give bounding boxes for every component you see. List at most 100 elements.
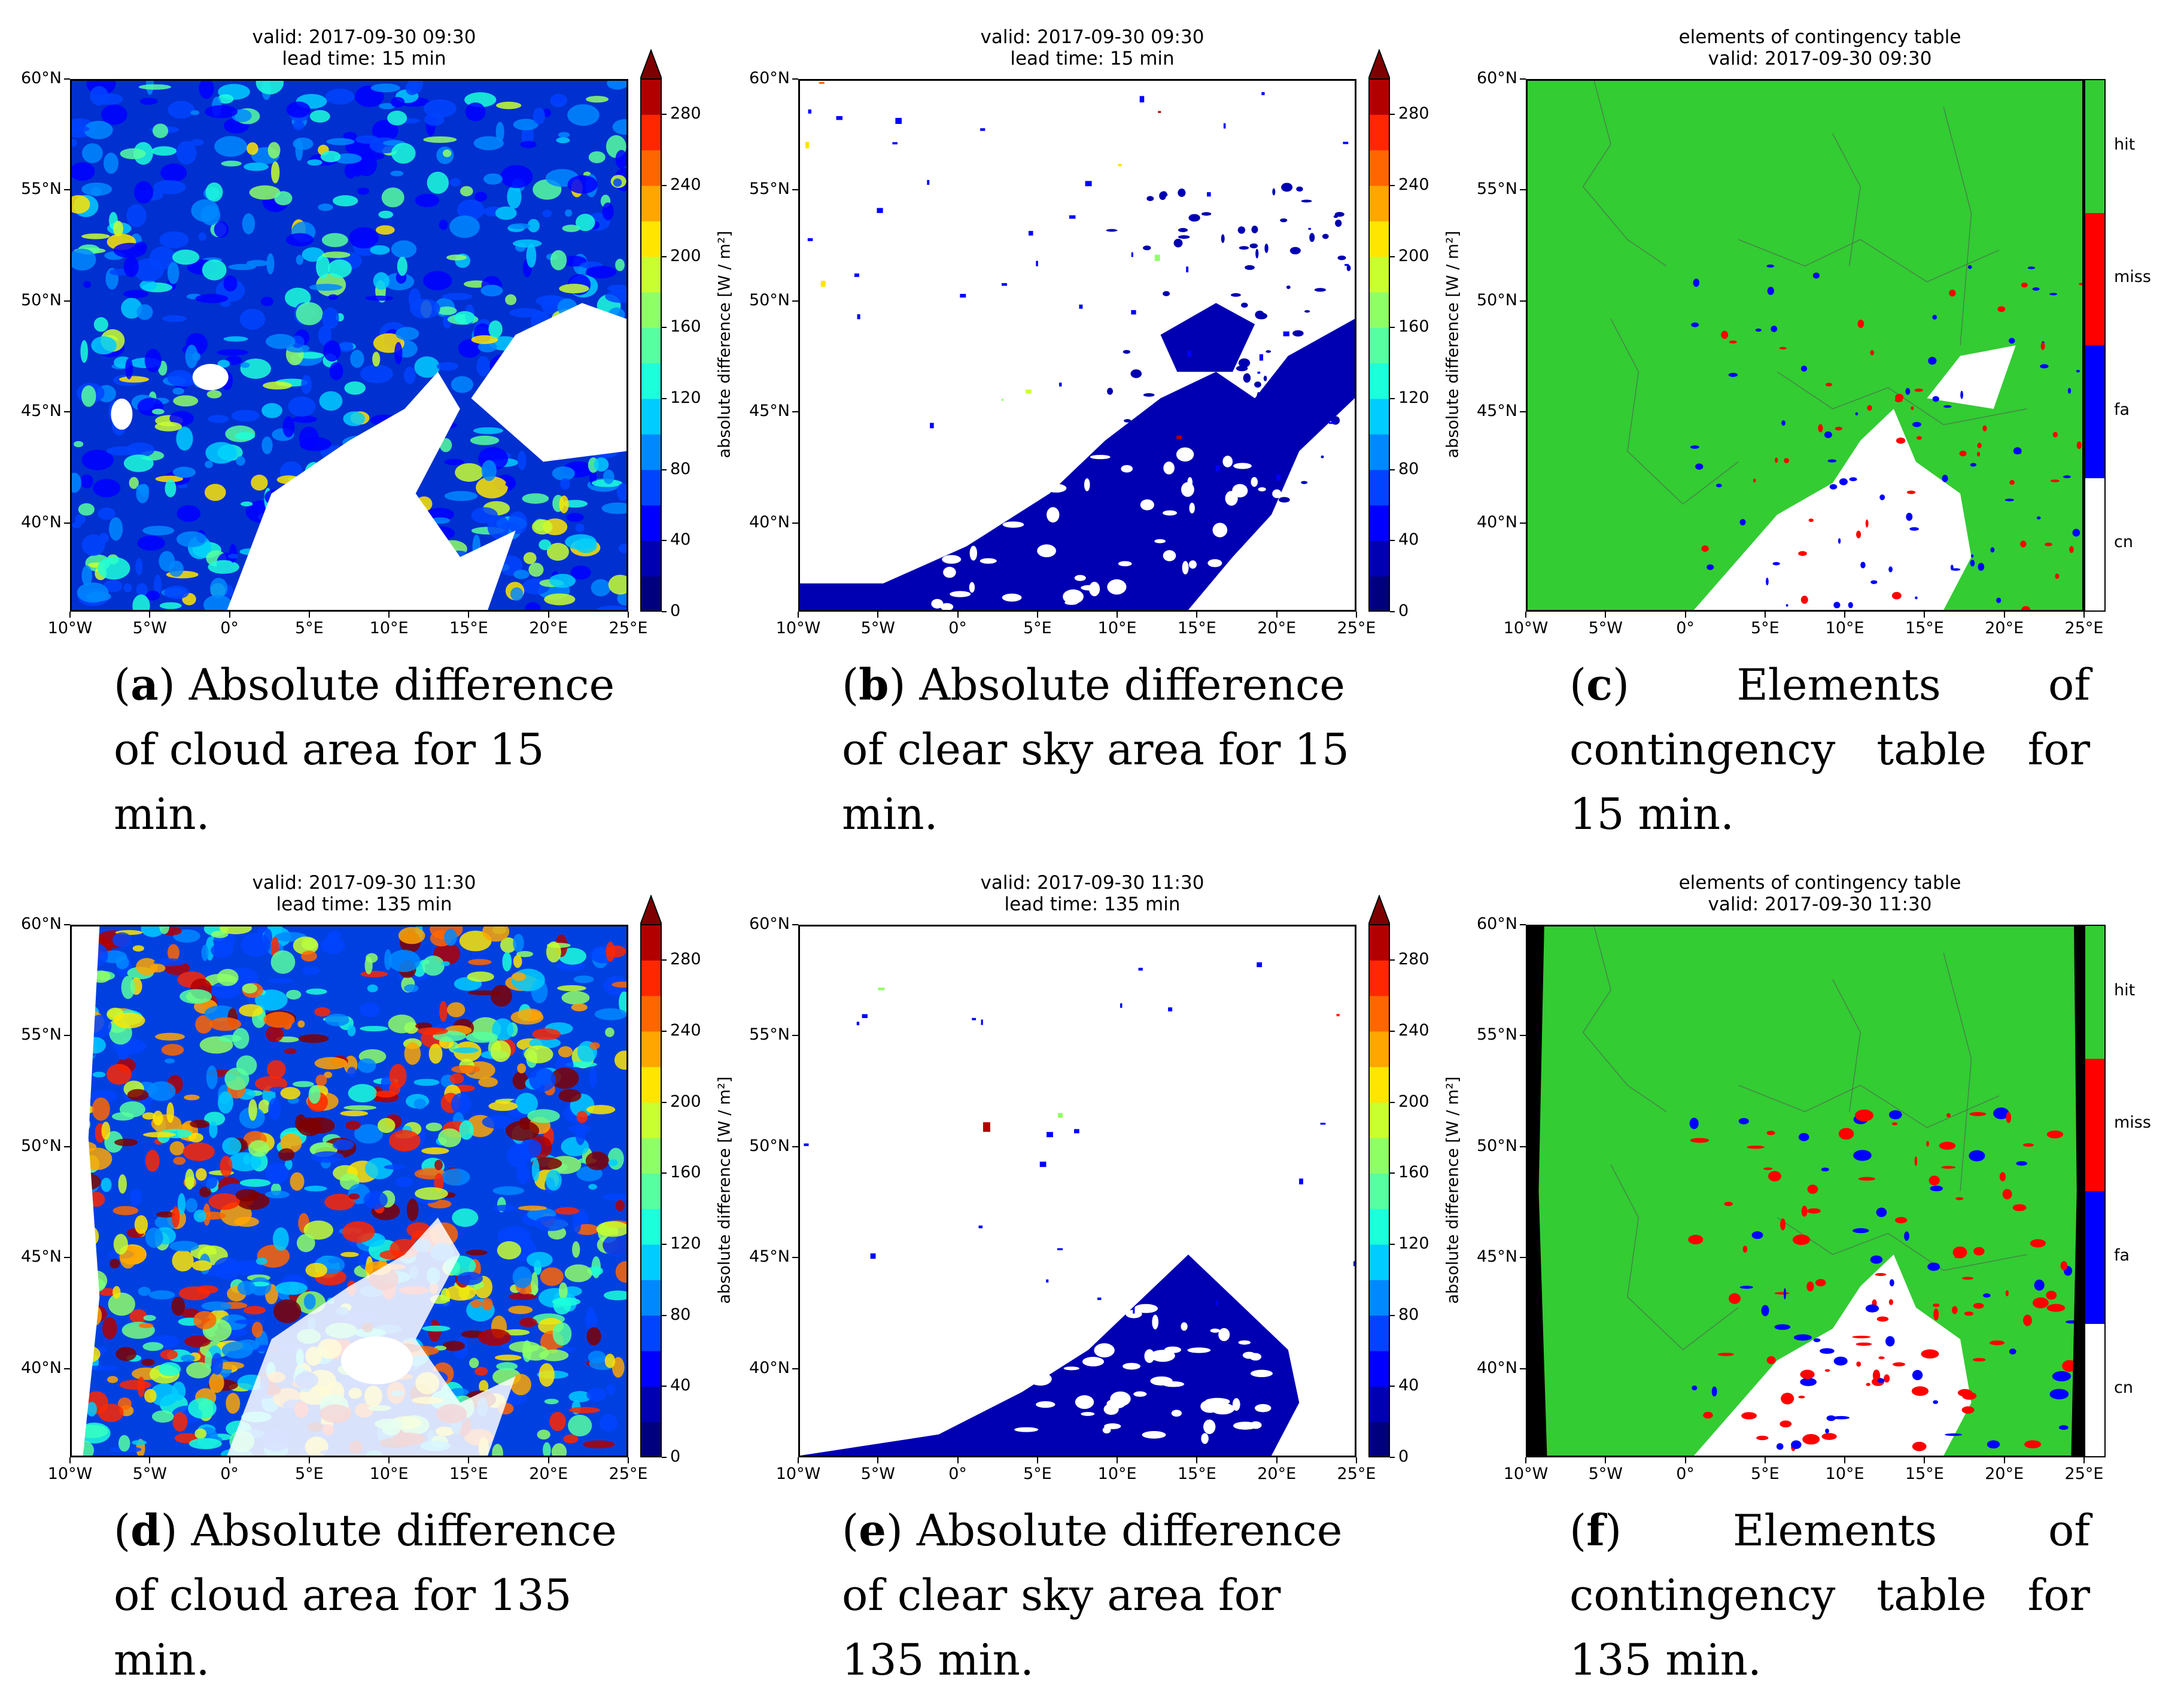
field-cell — [185, 1168, 194, 1190]
field-cell — [84, 120, 113, 139]
lon-tick-mark — [1117, 612, 1118, 618]
fa-cell — [1933, 1308, 1939, 1321]
field-dot — [1058, 382, 1062, 387]
field-cell — [143, 1314, 156, 1321]
field-cell — [97, 557, 130, 580]
fa-cell — [2013, 451, 2022, 454]
field-cell — [309, 110, 330, 123]
colorbar-level — [1368, 1208, 1390, 1245]
colorbar-tick-mark — [662, 1457, 667, 1458]
field-gap — [1251, 477, 1258, 487]
field-cell — [247, 142, 258, 155]
lon-tick-label: 15°E — [1905, 1465, 1944, 1483]
field-cell — [570, 565, 591, 580]
lon-tick-label: 5°W — [1588, 1465, 1623, 1483]
field-cell — [602, 202, 614, 221]
fa-cell — [1693, 278, 1700, 287]
field-gap — [1144, 1349, 1155, 1363]
lat-tick-mark — [792, 1368, 798, 1369]
field-dot — [1168, 1007, 1173, 1011]
field-cell — [473, 427, 503, 435]
fa-cell — [1879, 494, 1885, 500]
fa-cell — [1970, 463, 1977, 467]
field-cell — [72, 248, 96, 271]
field-cell — [208, 415, 229, 423]
field-cell — [1213, 330, 1221, 334]
field-cell — [299, 426, 319, 450]
colorbar-level — [1368, 292, 1390, 328]
miss-cell — [1911, 406, 1914, 411]
field-cell — [409, 299, 440, 319]
colorbar-tick-label: 160 — [670, 1163, 701, 1182]
fa-cell — [1866, 1383, 1870, 1386]
field-cell — [201, 1301, 232, 1311]
field-cell — [423, 136, 457, 143]
lat-tick-label: 60°N — [1476, 69, 1517, 87]
colorbar-extend-arrow — [640, 49, 662, 80]
lon-tick-mark — [877, 612, 879, 618]
fa-cell — [1970, 554, 1974, 558]
lon-tick-label: 15°E — [1177, 1465, 1216, 1483]
colorbar-tick-label: 0 — [670, 1447, 681, 1466]
colorbar-tick-mark — [1390, 1031, 1395, 1032]
field-gap — [1150, 1376, 1173, 1386]
field-gap — [911, 495, 917, 506]
field-cell — [190, 110, 200, 116]
field-cell — [307, 159, 323, 166]
map-field — [800, 81, 1355, 610]
field-cell — [1178, 189, 1186, 198]
fa-cell — [1771, 326, 1778, 332]
field-cell — [108, 1292, 135, 1316]
field-cell — [161, 1044, 184, 1056]
field-gap — [1110, 1391, 1131, 1407]
field-dot — [1001, 283, 1007, 286]
miss-cell — [1739, 1286, 1753, 1289]
field-cell — [232, 1260, 264, 1275]
fa-cell — [2027, 266, 2036, 269]
field-cell — [451, 376, 473, 393]
field-cell — [112, 932, 132, 947]
no-data-region — [2071, 927, 2082, 1456]
field-cell — [516, 1163, 530, 1185]
field-cell — [217, 1362, 245, 1370]
fa-cell — [1870, 580, 1878, 584]
field-dot — [1039, 1161, 1047, 1167]
colorbar-tick-label: 200 — [1398, 246, 1429, 265]
field-cell — [235, 432, 255, 441]
fa-cell — [1848, 602, 1853, 609]
field-cell — [72, 472, 81, 493]
fa-cell — [1838, 1128, 1854, 1140]
lon-tick-mark — [1276, 1457, 1277, 1463]
panel-title-line1: valid: 2017-09-30 09:30 — [980, 26, 1204, 48]
field-cell — [477, 341, 497, 353]
field-cell — [172, 250, 200, 265]
field-cell — [240, 362, 250, 368]
field-cell — [389, 1129, 421, 1152]
field-cell — [118, 1435, 130, 1452]
field-cell — [481, 460, 497, 481]
field-cell — [508, 1305, 533, 1314]
field-cell — [166, 1102, 174, 1123]
field-cell — [104, 579, 123, 593]
field-cell — [167, 944, 180, 961]
miss-cell — [1761, 1305, 1769, 1317]
field-cell — [1163, 291, 1170, 296]
lon-tick-label: 25°E — [2064, 1465, 2104, 1483]
field-gap — [1258, 487, 1266, 492]
lat-tick-mark — [64, 411, 70, 413]
field-cell — [203, 594, 233, 610]
field-cell — [586, 266, 617, 279]
colorbar-level — [640, 960, 662, 997]
field-cell — [586, 1387, 607, 1402]
field-cell — [518, 451, 527, 470]
miss-cell — [1835, 426, 1842, 431]
lon-tick-label: 20°E — [1985, 619, 2024, 637]
colorbar-extend-arrow — [1368, 895, 1390, 925]
field-cell — [444, 928, 457, 946]
field-cell — [1335, 219, 1342, 227]
lon-tick-label: 15°E — [1905, 619, 1944, 637]
colorbar-level — [1368, 925, 1390, 961]
lon-tick-mark — [628, 1457, 629, 1463]
field-cell — [451, 1093, 472, 1115]
field-cell — [424, 113, 445, 126]
